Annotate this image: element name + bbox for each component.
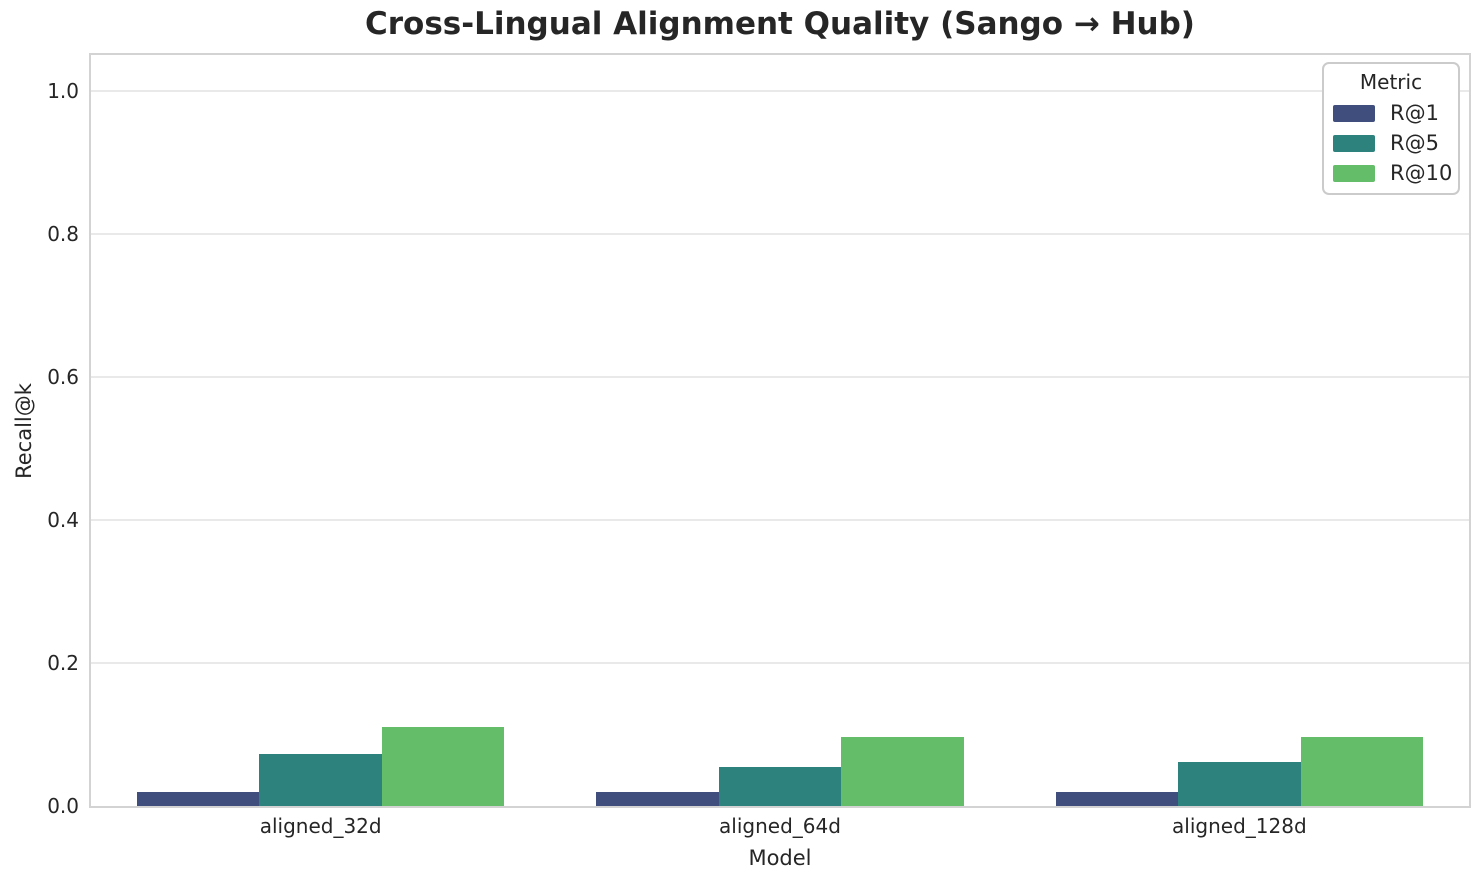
y-tick-label: 0.6 [47, 364, 79, 389]
bar-R@1-aligned_64d [596, 791, 719, 806]
legend-swatch-icon [1333, 165, 1375, 182]
y-tick-label: 0.8 [47, 221, 79, 246]
bar-R@5-aligned_128d [1178, 762, 1301, 806]
legend-swatch-icon [1333, 105, 1375, 122]
x-tick-label: aligned_128d [1172, 814, 1307, 838]
bar-R@10-aligned_64d [841, 736, 964, 806]
y-tick-label: 1.0 [47, 78, 79, 103]
gridline [91, 232, 1469, 235]
legend-entry: R@10 [1333, 161, 1453, 185]
legend-label: R@10 [1390, 161, 1453, 185]
bar-R@5-aligned_32d [259, 753, 382, 806]
bar-R@5-aligned_64d [718, 766, 842, 806]
legend-title: Metric [1359, 70, 1423, 94]
chart-title: Cross-Lingual Alignment Quality (Sango →… [365, 6, 1195, 42]
gridline [91, 518, 1469, 521]
legend-entries: R@1 R@5 R@10 [1333, 103, 1453, 185]
bar-R@1-aligned_32d [136, 791, 260, 806]
x-tick-label: aligned_32d [259, 814, 382, 838]
legend: Metric R@1 R@5 R@10 [1322, 62, 1460, 195]
legend-entry: R@1 [1333, 103, 1449, 124]
legend-entry: R@5 [1333, 133, 1449, 154]
bar-R@1-aligned_128d [1055, 791, 1179, 806]
x-axis-label: Model [748, 846, 812, 870]
gridline [91, 89, 1469, 92]
legend-swatch-icon [1333, 135, 1375, 152]
legend-label: R@5 [1390, 131, 1439, 155]
gridline [91, 661, 1469, 664]
legend-label: R@1 [1390, 101, 1439, 125]
gridline [91, 375, 1469, 378]
y-axis-label: Recall@k [12, 382, 36, 479]
x-tick-label: aligned_64d [719, 814, 841, 838]
y-tick-label: 0.4 [47, 507, 79, 532]
bar-R@10-aligned_32d [381, 727, 505, 806]
y-tick-label: 0.0 [47, 794, 79, 818]
plot-area: Recall@k 0.0 0.2 0.4 0.6 0.8 1.0 aligned_32d a… [12, 53, 1471, 869]
bar-R@10-aligned_128d [1300, 736, 1424, 806]
y-tick-label: 0.2 [47, 650, 79, 675]
